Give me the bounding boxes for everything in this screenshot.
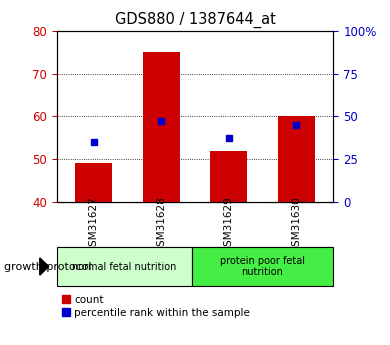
Bar xyxy=(57,247,191,286)
Text: GSM31628: GSM31628 xyxy=(156,196,166,253)
Text: growth protocol: growth protocol xyxy=(4,262,92,272)
Text: GSM31629: GSM31629 xyxy=(224,196,234,253)
Bar xyxy=(210,151,247,202)
Title: GDS880 / 1387644_at: GDS880 / 1387644_at xyxy=(115,12,275,28)
Text: normal fetal nutrition: normal fetal nutrition xyxy=(72,262,176,272)
Bar xyxy=(143,52,180,202)
Bar xyxy=(278,117,315,202)
Legend: count, percentile rank within the sample: count, percentile rank within the sample xyxy=(62,295,250,318)
Text: GSM31630: GSM31630 xyxy=(291,196,301,253)
Bar xyxy=(191,247,333,286)
Bar xyxy=(75,164,112,202)
Text: GSM31627: GSM31627 xyxy=(89,196,99,253)
Text: protein poor fetal
nutrition: protein poor fetal nutrition xyxy=(220,256,305,277)
